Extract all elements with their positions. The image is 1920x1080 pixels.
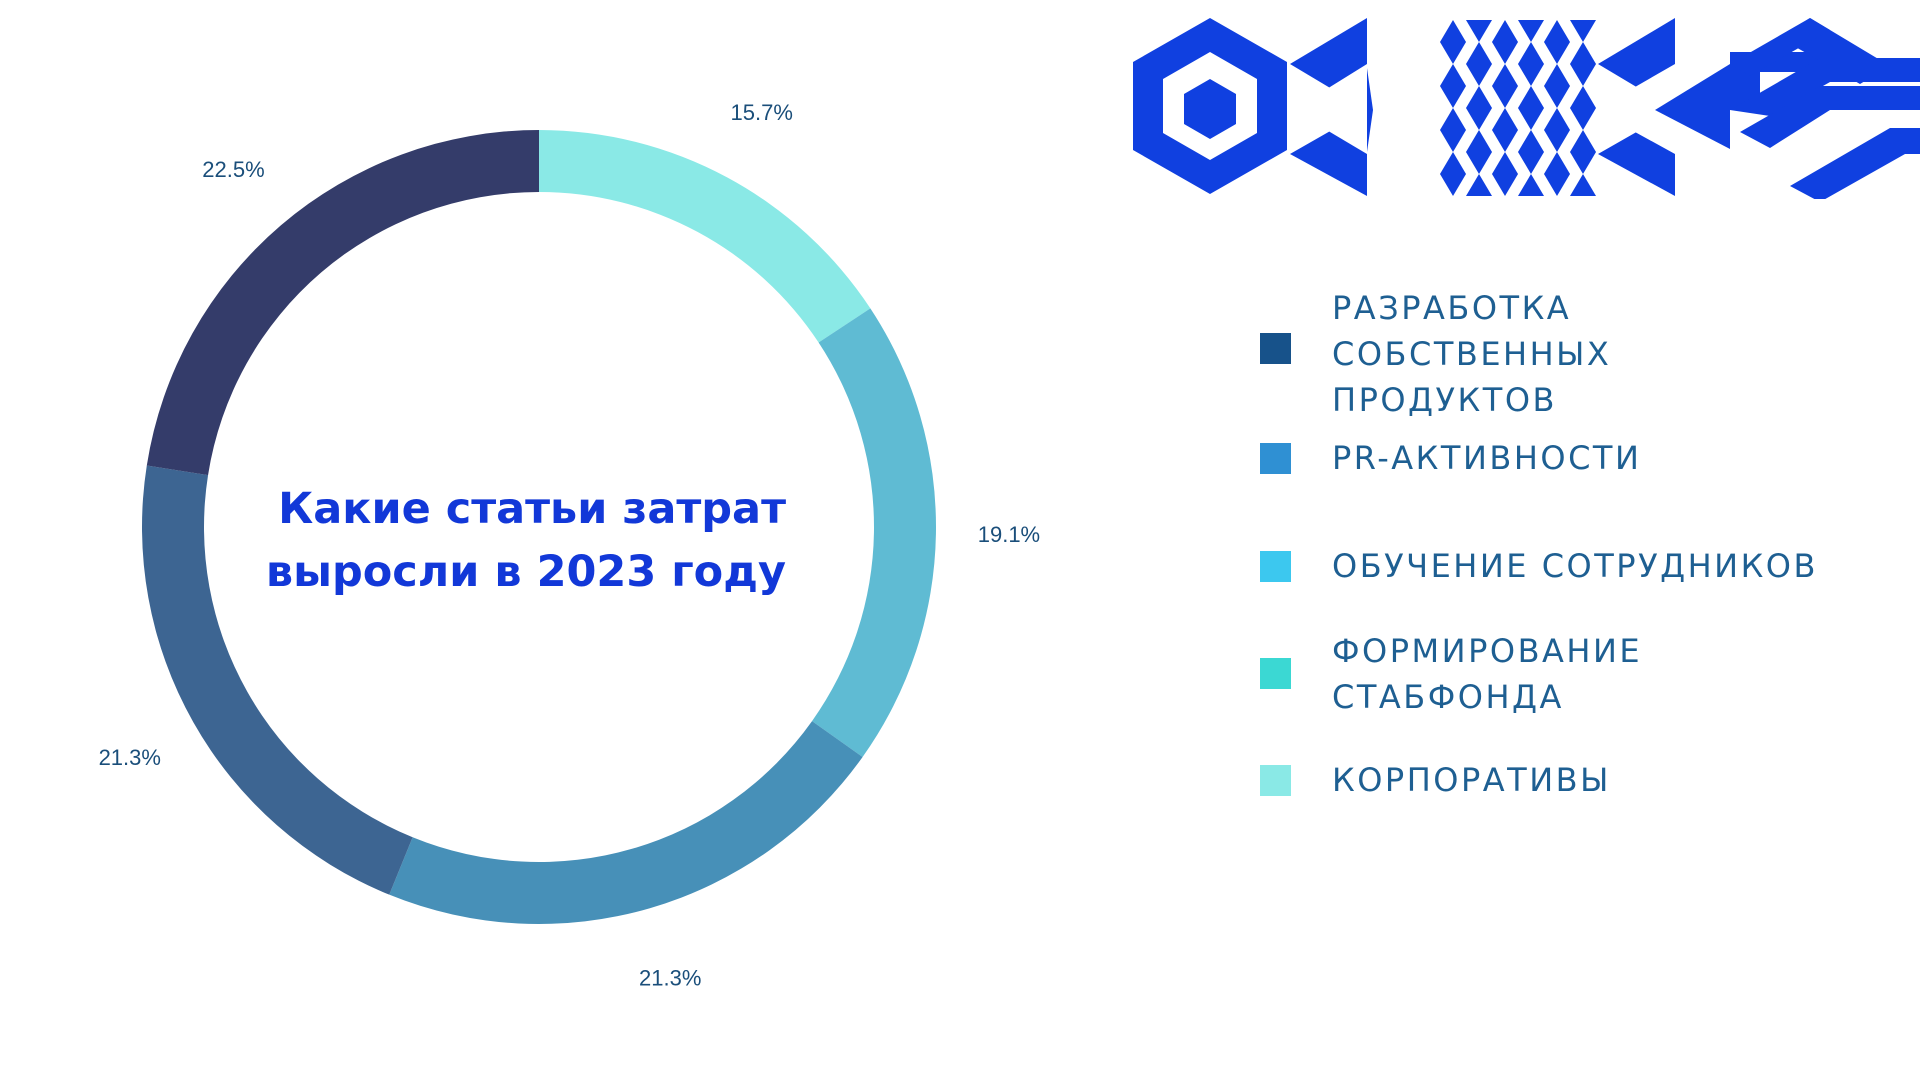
legend-label-3: ОБУЧЕНИЕ СОТРУДНИКОВ	[1332, 543, 1892, 589]
legend-label-2: PR-АКТИВНОСТИ	[1332, 435, 1892, 481]
legend-label-1-line-3: ПРОДУКТОВ	[1332, 381, 1557, 419]
slice-label-2: 19.1%	[978, 522, 1040, 547]
slice-label-1: 15.7%	[731, 100, 793, 125]
donut-slice-5	[146, 129, 539, 476]
legend-swatch-4	[1260, 658, 1291, 689]
legend-label-1-line-2: СОБСТВЕННЫХ	[1332, 335, 1612, 373]
legend-label-4-line-1: ФОРМИРОВАНИЕ	[1332, 632, 1643, 670]
chart-title-line-2: выросли в 2023 году	[265, 547, 786, 597]
legend-label-4: ФОРМИРОВАНИЕ СТАБФОНДА	[1332, 628, 1892, 720]
geometric-pattern-logo	[1133, 18, 1920, 199]
legend-label-2-line-1: PR-АКТИВНОСТИ	[1332, 439, 1642, 477]
legend-swatch-5	[1260, 765, 1291, 796]
legend-label-3-line-1: ОБУЧЕНИЕ СОТРУДНИКОВ	[1332, 547, 1818, 585]
donut-slice-2	[812, 308, 936, 758]
slice-label-3: 21.3%	[639, 965, 701, 990]
legend-swatch-1	[1260, 333, 1291, 364]
donut-chart: 15.7% 19.1% 21.3% 21.3% 22.5%	[99, 100, 1041, 990]
legend-label-1: РАЗРАБОТКА СОБСТВЕННЫХ ПРОДУКТОВ	[1332, 285, 1892, 423]
legend-label-4-line-2: СТАБФОНДА	[1332, 678, 1564, 716]
chart-title: Какие статьи затрат выросли в 2023 году	[240, 478, 786, 604]
legend-label-5: КОРПОРАТИВЫ	[1332, 757, 1892, 803]
donut-slice-4	[141, 465, 413, 895]
legend-label-1-line-1: РАЗРАБОТКА	[1332, 289, 1572, 327]
slice-label-4: 21.3%	[99, 745, 161, 770]
legend-label-5-line-1: КОРПОРАТИВЫ	[1332, 761, 1611, 799]
donut-slice-3	[389, 721, 863, 925]
legend-swatch-3	[1260, 551, 1291, 582]
legend-swatch-2	[1260, 443, 1291, 474]
donut-slice-1	[539, 130, 871, 343]
chart-title-line-1: Какие статьи затрат	[278, 484, 786, 534]
slice-label-5: 22.5%	[202, 157, 264, 182]
